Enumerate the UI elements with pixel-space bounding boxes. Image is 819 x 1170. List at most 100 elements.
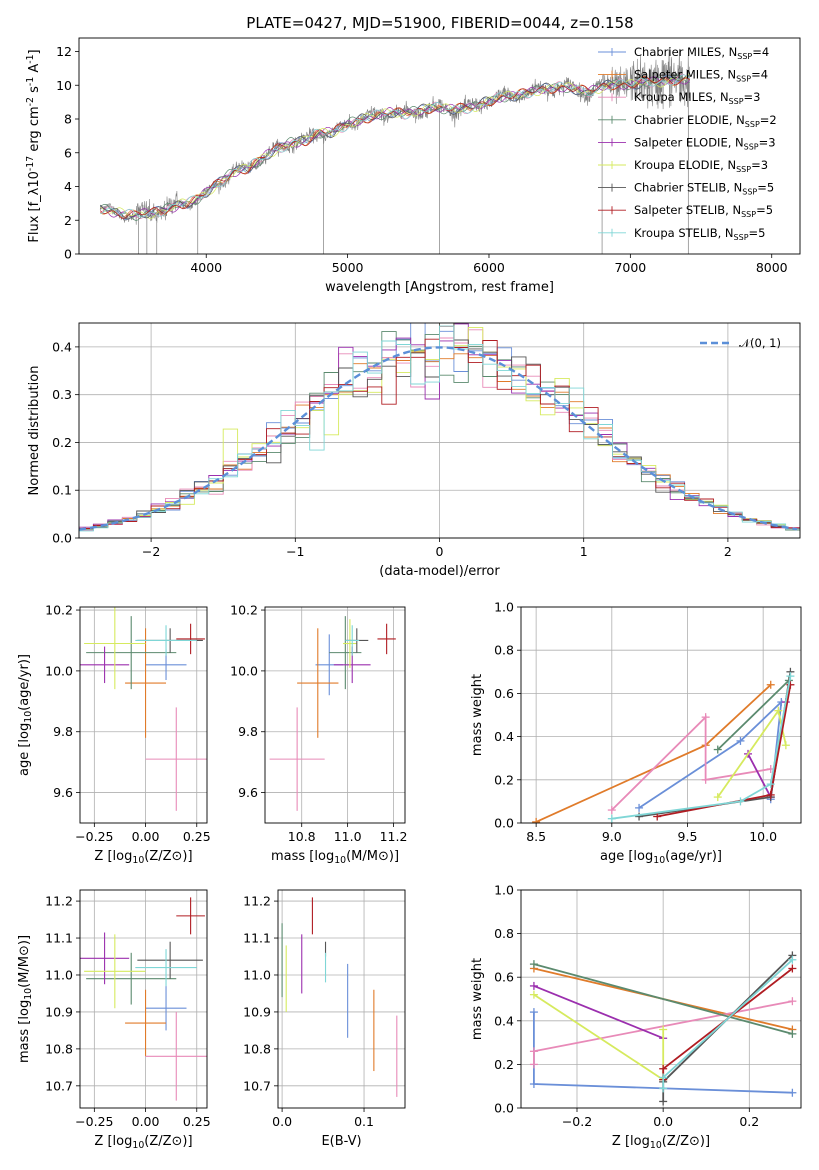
errorbar-point: [84, 607, 146, 690]
y-tick-label: 6: [64, 145, 72, 160]
y-tick-label: 10.0: [230, 663, 258, 678]
mass-weight-line: [533, 985, 664, 1040]
legend-label: Kroupa MILES, NSSP=3: [634, 90, 760, 106]
errorbar-point: [145, 707, 207, 811]
errorbar-point: [145, 1011, 207, 1101]
mass_weight_vs_age-x-axis-label: age [log10(age/yr)]: [600, 849, 722, 866]
mass-weight-marker: [701, 775, 710, 784]
errorbar-point: [377, 623, 396, 655]
model-spectrum-line: [100, 74, 690, 218]
y-tick-label: 10.9: [45, 1004, 73, 1019]
y-tick-label: 9.8: [238, 724, 258, 739]
residuals-plot-area: [79, 323, 800, 538]
mass_vs_EBV-frame: [277, 889, 406, 1109]
mass_vs_Z-plot-area: [80, 897, 207, 1101]
errorbar-point: [345, 625, 360, 656]
x-tick-label: 0.00: [132, 829, 160, 844]
mass_weight_vs_age-panel: 8.5 9.0 9.5 10.0 0.0 0.2 0.4 0.6 0.8 1.0 age [log1…: [470, 600, 802, 866]
y-tick-label: 0.4: [494, 1013, 514, 1028]
x-tick-label: 0.2: [739, 1114, 759, 1129]
y-tick-label: 0.2: [52, 435, 72, 450]
spectrum-panel: 4000 5000 6000 7000 8000 0 2 4 6 8 10 12 wavelength …: [25, 37, 801, 295]
mass-weight-marker: [659, 1097, 668, 1106]
y-tick-label: 0.8: [494, 926, 514, 941]
x-tick-label: 9.0: [602, 829, 622, 844]
errorbar-point: [329, 616, 362, 690]
mass-weight-marker: [659, 1025, 668, 1034]
x-tick-label: 0.1: [354, 1114, 374, 1129]
x-tick-label: −0.25: [75, 1114, 113, 1129]
mass-weight-marker: [529, 960, 538, 969]
legend-label: Salpeter STELIB, NSSP=5: [634, 203, 773, 219]
mass-weight-marker: [607, 806, 616, 815]
mass_weight_vs_Z-panel: −0.2 0.0 0.2 0.0 0.2 0.4 0.6 0.8 1.0 Z [log10(Z/Z…: [470, 883, 802, 1151]
errorbar-point: [80, 932, 130, 985]
mass-weight-marker: [736, 797, 745, 806]
mass-weight-marker: [781, 741, 790, 750]
x-tick-label: 0.25: [183, 1114, 211, 1129]
residuals-y-axis-label: Normed distribution: [27, 366, 42, 496]
age_vs_mass-frame: [264, 606, 406, 824]
y-tick-label: 0.6: [494, 970, 514, 985]
errorbar-point: [145, 986, 187, 1031]
x-tick-label: 8.5: [526, 829, 546, 844]
errorbar-point: [269, 707, 325, 811]
mass-weight-marker: [529, 1008, 538, 1017]
x-tick-label: 2: [724, 544, 732, 559]
y-tick-label: 10.9: [243, 1004, 271, 1019]
mass-weight-line: [533, 963, 793, 1035]
mass-weight-marker: [788, 955, 797, 964]
model-spectrum-line: [100, 73, 690, 219]
y-tick-label: 0.6: [494, 686, 514, 701]
errorbar-point: [80, 646, 130, 684]
errorbar-point: [297, 628, 339, 738]
spectrum-x-axis-label: wavelength [Angstrom, rest frame]: [325, 280, 554, 295]
x-tick-label: −0.2: [562, 1114, 592, 1129]
normal-curve: [79, 346, 798, 531]
x-tick-label: 7000: [614, 260, 646, 275]
mass-weight-marker: [607, 814, 616, 823]
mass-weight-marker: [786, 672, 795, 681]
y-tick-label: 10.2: [45, 603, 73, 618]
mass_weight_vs_Z-x-axis-label: Z [log10(Z/Z⊙)]: [612, 1134, 710, 1151]
mass-weight-marker: [635, 803, 644, 812]
legend-label: Kroupa ELODIE, NSSP=3: [634, 158, 768, 174]
mass-weight-marker: [701, 713, 710, 722]
mass_vs_EBV-x-axis-label: E(B-V): [321, 1134, 361, 1149]
x-tick-label: 10.8: [288, 829, 316, 844]
y-tick-label: 0.0: [494, 1101, 514, 1116]
y-tick-label: 1.0: [494, 600, 514, 615]
errorbar-point: [135, 625, 197, 656]
y-tick-label: 0.1: [52, 483, 72, 498]
mass-weight-line: [611, 675, 792, 820]
errorbar-point: [125, 628, 167, 738]
mass_vs_EBV-panel: 0.0 0.1 10.7 10.8 10.9 11.0 11.1 11.2 E(B-V): [243, 889, 406, 1149]
x-tick-label: 0.0: [653, 1114, 673, 1129]
mass-weight-line: [533, 993, 665, 1082]
y-tick-label: 0.3: [52, 387, 72, 402]
y-tick-label: 0.4: [52, 339, 72, 354]
age_vs_Z-panel: −0.25 0.00 0.25 9.6 9.8 10.0 10.2 Z [log10(Z/Z⊙…: [17, 603, 211, 866]
mass_weight_vs_age-frame: [520, 606, 802, 824]
mass_vs_Z-y-axis-label: mass [log10(M/M⊙)]: [17, 935, 34, 1063]
mass-weight-marker: [736, 736, 745, 745]
y-tick-label: 12: [56, 44, 72, 59]
residual-histogram: [79, 325, 800, 538]
y-tick-label: 0.0: [494, 816, 514, 831]
age_vs_mass-panel: 10.8 11.0 11.2 9.6 9.8 10.0 10.2 mass [log10(M/…: [230, 603, 407, 866]
x-tick-label: −2: [142, 544, 160, 559]
residuals-x-axis-label: (data-model)/error: [379, 564, 500, 579]
mass-weight-line: [638, 699, 783, 809]
age_vs_Z-frame: [79, 606, 208, 824]
y-tick-label: 0.0: [52, 531, 72, 546]
model-spectrum-line: [100, 73, 690, 219]
mass-weight-marker: [529, 1080, 538, 1089]
x-tick-label: 8000: [756, 260, 788, 275]
x-tick-label: −1: [286, 544, 304, 559]
mass-weight-marker: [653, 812, 662, 821]
x-tick-label: −0.25: [75, 829, 113, 844]
x-tick-label: 0.25: [183, 829, 211, 844]
age_vs_Z-y-axis-label: age [log10(age/yr)]: [17, 654, 34, 776]
mass-weight-marker: [529, 990, 538, 999]
mass_weight_vs_age-plot-area: [532, 667, 795, 823]
